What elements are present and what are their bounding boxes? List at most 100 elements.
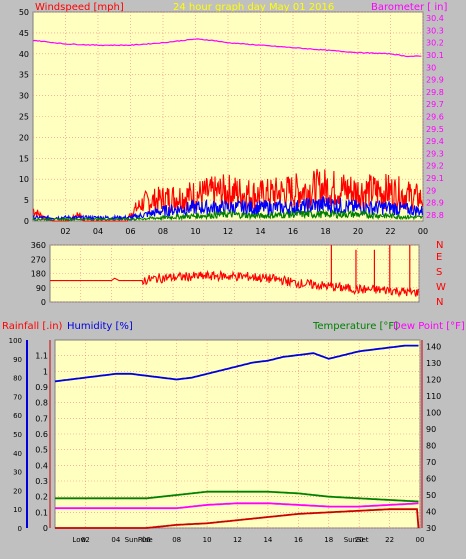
rainfall-line <box>55 508 420 529</box>
temperature-tick-label: 80 <box>426 442 436 451</box>
wind-tick-label: 35 <box>19 71 29 80</box>
barometer-tick-label: 30.4 <box>426 14 444 23</box>
barometer-tick-label: 29.8 <box>426 88 444 97</box>
wind-tick-label: 20 <box>19 133 29 142</box>
temperature-tick-label: 110 <box>426 392 441 401</box>
barometer-tick-label: 30.3 <box>426 26 444 35</box>
barometer-tick-label: 29.3 <box>426 149 444 158</box>
barometer-tick-label: 29.5 <box>426 125 444 134</box>
barometer-tick-label: 29.1 <box>426 174 444 183</box>
wind-tick-label: 25 <box>19 113 29 122</box>
wind-x-tick-label: 02 <box>60 227 70 236</box>
humidity-tick-label: 50 <box>13 431 22 439</box>
climate-panel-axes: 0 0.1 0.2 0.3 0.4 0.5 0.6 0.7 0.8 0.9 1 1.1 0 10 20 30 4… <box>9 337 442 544</box>
wind-tick-label: 30 <box>19 92 29 101</box>
humidity-axis-title: Humidity [%] <box>67 321 133 332</box>
barometer-tick-label: 30 <box>426 63 436 72</box>
wind-tick-label: 45 <box>19 29 29 38</box>
temperature-tick-label: 30 <box>426 524 436 533</box>
humidity-tick-label: 30 <box>13 469 22 477</box>
barometer-tick-label: 29.9 <box>426 76 444 85</box>
dew-point-line <box>55 502 419 510</box>
rain-tick-label: 0.7 <box>35 414 48 423</box>
wind-x-tick-label: 08 <box>158 227 168 236</box>
rain-tick-label: 0.4 <box>35 461 48 470</box>
climate-x-tick-label: 12 <box>233 536 242 544</box>
humidity-tick-label: 40 <box>13 450 22 458</box>
dewpoint-axis-title: Dew Point [°F] <box>393 321 465 332</box>
wind-x-tick-label: 10 <box>190 227 200 236</box>
humidity-tick-label: 90 <box>13 356 22 364</box>
wind-x-tick-label: 18 <box>320 227 330 236</box>
climate-x-tick-label: SunRise <box>125 536 153 544</box>
direction-panel-axes: 0 N 90 W 180 S 270 E 360 N <box>31 240 446 308</box>
rain-tick-label: 0.6 <box>35 430 48 439</box>
humidity-tick-label: 20 <box>13 487 22 495</box>
rain-tick-label: 0.2 <box>35 493 48 502</box>
temperature-tick-label: 130 <box>426 359 441 368</box>
rain-tick-label: 0.8 <box>35 399 48 408</box>
direction-tick-label: 0 <box>41 298 46 307</box>
climate-x-tick-label: 00 <box>416 536 425 544</box>
barometer-tick-label: 29.7 <box>426 100 444 109</box>
climate-x-tick-label: 02 <box>81 536 90 544</box>
direction-tick-label: 360 <box>31 241 46 250</box>
humidity-tick-label: 70 <box>13 393 22 401</box>
wind-x-tick-label: 04 <box>93 227 103 236</box>
climate-x-tick-label: 04 <box>111 536 120 544</box>
rain-tick-label: 0.1 <box>35 508 48 517</box>
temperature-tick-label: 120 <box>426 376 441 385</box>
barometer-tick-label: 28.9 <box>426 199 444 208</box>
wind-x-tick-label: 16 <box>288 227 298 236</box>
wind-x-tick-label: 20 <box>353 227 363 236</box>
barometer-tick-label: 29.2 <box>426 162 444 171</box>
wind-panel-axes: 0 5 10 15 20 25 30 35 40 45 50 28.8 28.9 29 29.1 29.2 29… <box>19 8 444 236</box>
compass-label: S <box>436 267 442 278</box>
climate-x-tick-label: 18 <box>324 536 333 544</box>
temperature-tick-label: 40 <box>426 508 436 517</box>
compass-label: W <box>436 282 446 293</box>
climate-x-tick-label: 10 <box>203 536 212 544</box>
rain-tick-label: 0.3 <box>35 477 48 486</box>
barometer-tick-label: 28.8 <box>426 211 444 220</box>
temperature-tick-label: 100 <box>426 409 441 418</box>
chart-title: 24 hour graph day May 01 2016 <box>173 2 334 13</box>
temperature-line <box>55 490 419 503</box>
rain-tick-label: 1.1 <box>35 352 48 361</box>
direction-tick-label: 180 <box>31 270 46 279</box>
climate-x-tick-label: 22 <box>385 536 394 544</box>
windspeed-axis-title: Windspeed [mph] <box>35 2 124 13</box>
barometer-tick-label: 29.4 <box>426 137 444 146</box>
climate-x-tick-label: 14 <box>263 536 272 544</box>
temperature-tick-label: 60 <box>426 475 436 484</box>
temperature-tick-label: 90 <box>426 425 436 434</box>
temperature-axis-title: Temperature [°F] <box>312 321 398 332</box>
wind-direction-line <box>50 269 419 298</box>
wind-x-tick-label: 14 <box>255 227 265 236</box>
rain-tick-label: 0.9 <box>35 383 48 392</box>
wind-tick-label: 40 <box>19 50 29 59</box>
humidity-tick-label: 0 <box>18 525 22 533</box>
wind-x-tick-label: 00 <box>418 227 428 236</box>
climate-x-tick-label: 20 <box>355 536 364 544</box>
rain-tick-label: 1 <box>43 367 48 376</box>
rain-tick-label: 0.5 <box>35 446 48 455</box>
direction-tick-label: 90 <box>36 284 46 293</box>
wind-tick-label: 5 <box>24 196 29 205</box>
climate-x-tick-label: 08 <box>172 536 181 544</box>
barometer-axis-title: Barometer [ in] <box>371 2 447 13</box>
direction-panel-series <box>50 245 419 298</box>
compass-label: N <box>436 297 443 308</box>
wind-panel-series <box>32 38 424 222</box>
humidity-tick-label: 80 <box>13 375 22 383</box>
wind-tick-label: 10 <box>19 175 29 184</box>
climate-x-tick-label: Low <box>72 536 86 544</box>
barometer-tick-label: 29 <box>426 186 436 195</box>
climate-panel-series <box>54 344 420 529</box>
wind-tick-label: 15 <box>19 154 29 163</box>
temperature-tick-label: 50 <box>426 491 436 500</box>
wind-low-line <box>32 208 424 222</box>
wind-x-tick-label: 06 <box>125 227 135 236</box>
